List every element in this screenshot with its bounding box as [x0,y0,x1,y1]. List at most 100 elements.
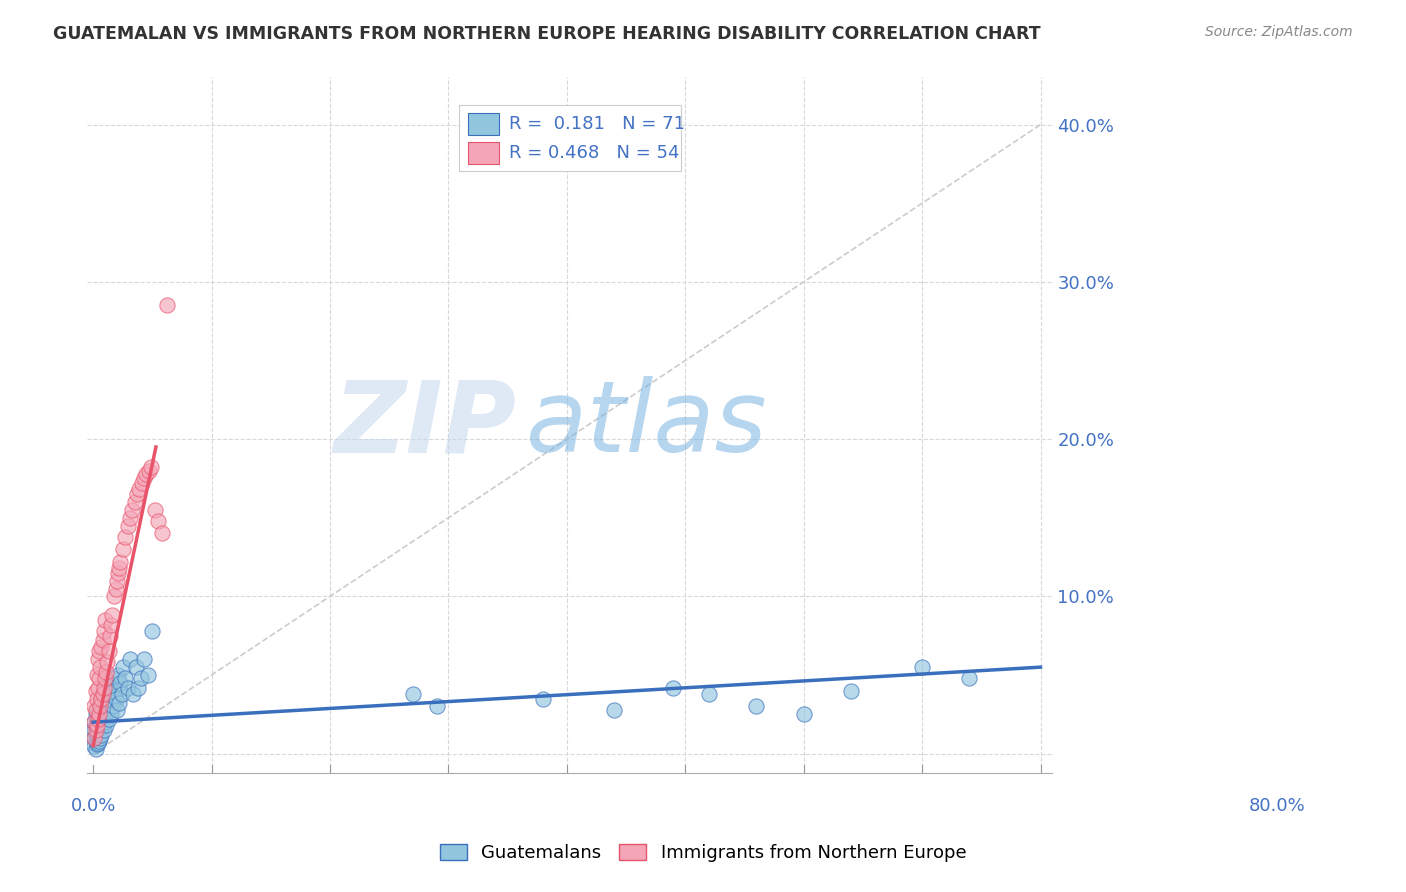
Point [97,681,120,695]
Point [105,703,128,717]
Point [94,681,117,695]
Point [84,718,107,732]
Point [83,715,105,730]
Point [97,712,120,726]
Point [124,495,146,509]
Point [86,730,108,744]
Point [793,707,815,722]
Point [141,460,163,475]
Point [97,644,120,658]
Point [138,464,160,478]
Point [86,722,108,736]
Point [118,510,141,524]
Point [122,687,145,701]
Point [148,514,170,528]
Text: Source: ZipAtlas.com: Source: ZipAtlas.com [1205,25,1353,39]
Point [125,487,148,501]
Point [87,699,110,714]
Point [111,660,134,674]
Point [103,683,125,698]
Point [129,671,152,685]
Text: R = 0.468   N = 54: R = 0.468 N = 54 [509,145,679,162]
Point [87,671,110,685]
Point [90,640,112,654]
Point [959,671,981,685]
Point [98,676,121,690]
Point [118,652,141,666]
Point [83,731,105,745]
Point [89,660,111,674]
Point [117,518,139,533]
Point [84,742,107,756]
Point [911,660,934,674]
Point [662,681,685,695]
Point [87,644,110,658]
Point [87,724,110,739]
Point [87,736,110,750]
Point [84,703,107,717]
Point [114,530,136,544]
Point [86,668,108,682]
Point [83,723,105,737]
Point [143,503,166,517]
Point [93,723,115,737]
Point [150,526,173,541]
Text: 80.0%: 80.0% [1249,797,1306,815]
Point [87,734,110,748]
Text: R =  0.181   N = 71: R = 0.181 N = 71 [509,115,685,133]
Point [86,691,108,706]
Point [83,715,105,730]
Point [90,728,112,742]
Point [94,715,117,730]
Point [89,731,111,745]
Point [89,696,111,710]
Point [136,668,159,682]
Point [105,574,128,588]
Point [98,629,121,643]
Point [132,471,155,485]
Point [87,723,110,737]
Point [132,652,155,666]
Point [128,483,150,497]
Point [104,582,127,596]
Point [87,681,110,695]
Point [603,703,626,717]
Point [402,687,425,701]
Point [111,542,134,557]
FancyBboxPatch shape [468,113,499,135]
Point [110,676,132,690]
Point [91,718,114,732]
Point [110,555,132,569]
Point [100,617,122,632]
Point [104,691,127,706]
Point [531,691,554,706]
Point [93,681,115,695]
Text: 0.0%: 0.0% [70,797,115,815]
Point [87,715,110,730]
Point [86,737,108,751]
Point [89,699,111,714]
Point [135,467,157,481]
Point [91,633,114,648]
Text: ZIP: ZIP [333,376,517,474]
Point [84,707,107,722]
Text: atlas: atlas [526,376,768,474]
Point [87,703,110,717]
Point [155,298,177,312]
Point [110,687,132,701]
Point [103,699,125,714]
Point [89,709,111,723]
Point [426,699,449,714]
FancyBboxPatch shape [468,142,499,164]
Point [86,712,108,726]
Point [87,712,110,726]
Point [87,652,110,666]
Point [108,561,131,575]
Point [86,718,108,732]
Point [90,715,112,730]
Point [697,687,720,701]
Point [107,566,129,580]
Point [127,681,149,695]
Point [83,731,105,745]
Point [103,590,125,604]
